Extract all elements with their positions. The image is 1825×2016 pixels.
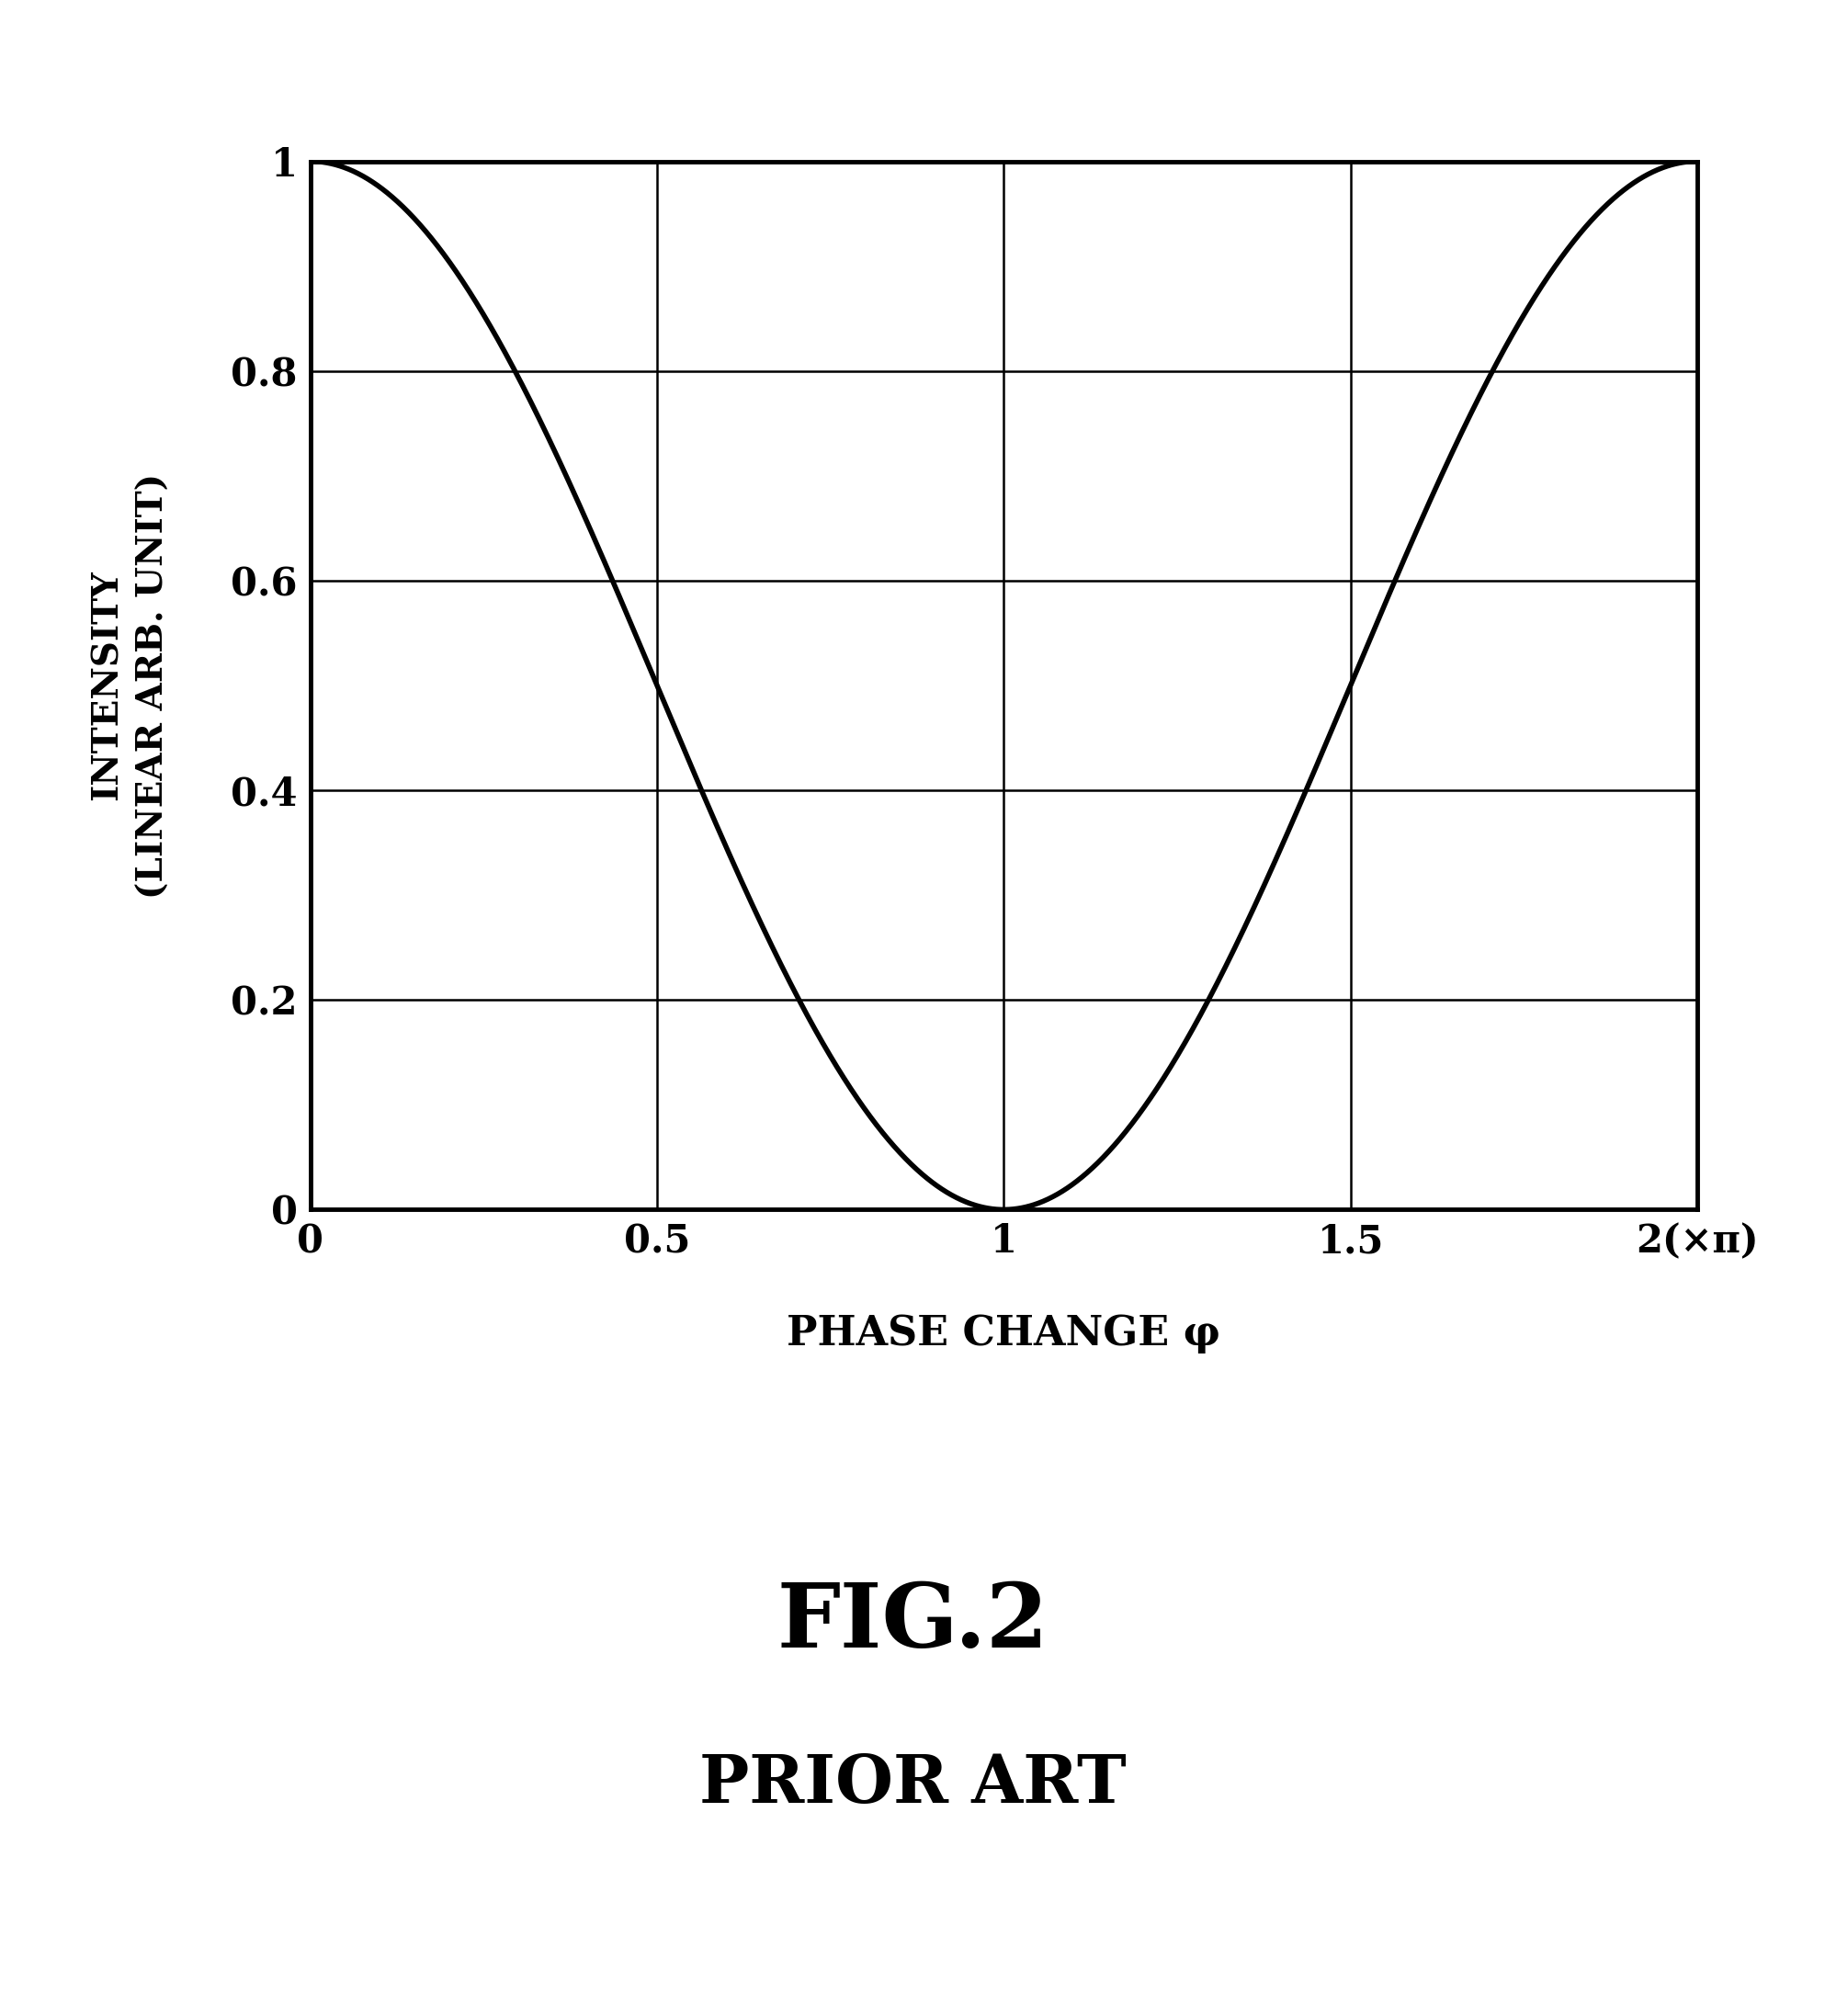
Text: FIG.2: FIG.2 <box>777 1581 1048 1665</box>
Text: PHASE CHANGE φ: PHASE CHANGE φ <box>787 1314 1221 1355</box>
Text: INTENSITY
(LINEAR ARB. UNIT): INTENSITY (LINEAR ARB. UNIT) <box>89 472 170 899</box>
Text: PRIOR ART: PRIOR ART <box>699 1752 1126 1816</box>
